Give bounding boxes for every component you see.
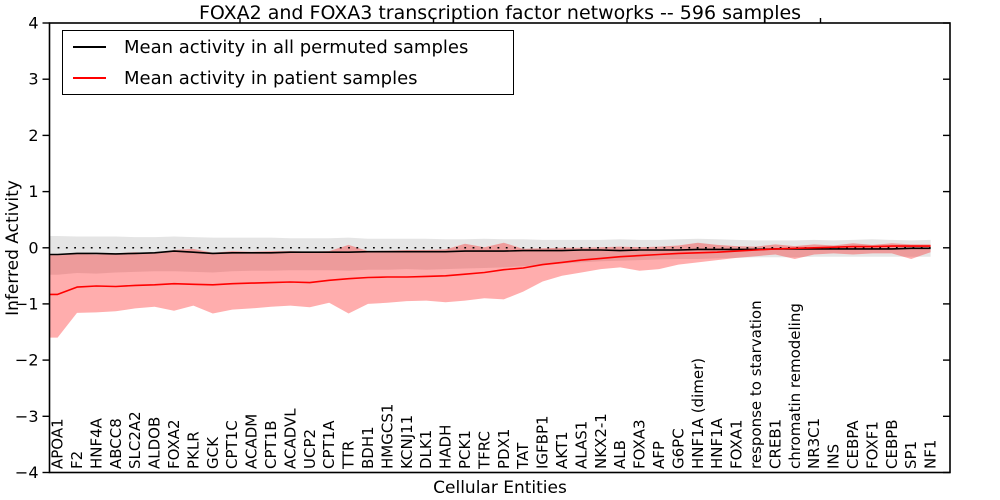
x-category-label: PCK1 <box>456 430 474 469</box>
x-category-label: SP1 <box>902 441 920 469</box>
patient-mean-line <box>49 245 931 296</box>
y-tick-label: 2 <box>28 126 38 145</box>
x-category-label: FOXA1 <box>728 419 746 469</box>
legend-item-permuted: Mean activity in all permuted samples <box>63 32 513 62</box>
x-category-label: TAT <box>514 442 532 470</box>
legend: Mean activity in all permuted samples Me… <box>62 30 514 95</box>
x-category-label: NR3C1 <box>805 418 823 469</box>
x-category-label: ABCC8 <box>107 418 125 469</box>
y-tick-label: 3 <box>28 70 38 89</box>
x-category-label: ALAS1 <box>572 421 590 469</box>
permuted-band <box>49 236 931 275</box>
x-category-label: FOXA2 <box>165 419 183 469</box>
x-category-label: response to starvation <box>747 300 765 469</box>
x-category-label: HMGCS1 <box>378 404 396 469</box>
x-category-label: G6PC <box>669 428 687 469</box>
x-category-label: ACADM <box>243 414 261 469</box>
x-category-label: AFP <box>650 441 668 469</box>
x-category-label: HNF1A (dimer) <box>689 358 707 469</box>
x-category-label: BDH1 <box>359 426 377 469</box>
y-tick-label: 4 <box>28 14 38 33</box>
y-tick-label: −4 <box>15 463 39 482</box>
x-category-label: CPT1B <box>262 420 280 469</box>
x-category-label: AKT1 <box>553 431 571 469</box>
x-category-label: TTR <box>340 441 358 470</box>
x-category-label: CEBPA <box>844 420 862 469</box>
legend-swatch-permuted-line <box>73 46 106 48</box>
patient-band <box>49 242 931 338</box>
y-tick-label: 0 <box>28 238 38 257</box>
legend-label-permuted: Mean activity in all permuted samples <box>124 36 469 58</box>
x-category-label: NKX2-1 <box>592 413 610 469</box>
x-category-label: FOXA3 <box>631 419 649 469</box>
x-category-label: IGFBP1 <box>534 415 552 469</box>
legend-label-patient: Mean activity in patient samples <box>124 67 418 89</box>
x-category-label: DLK1 <box>417 430 435 469</box>
x-category-label: F2 <box>68 451 86 469</box>
x-category-label: CREB1 <box>766 419 784 469</box>
x-category-label: KCNJ11 <box>398 415 416 469</box>
x-category-label: chromatin remodeling <box>786 303 804 469</box>
x-category-label: TFRC <box>475 431 493 470</box>
x-category-label: INS <box>825 444 843 469</box>
x-category-label: HNF4A <box>87 417 105 469</box>
x-category-label: CEBPB <box>883 419 901 469</box>
x-category-label: ALB <box>611 440 629 469</box>
x-axis-label: Cellular Entities <box>433 478 567 498</box>
x-category-label: CPT1A <box>320 420 338 469</box>
x-category-label: FOXF1 <box>863 421 881 469</box>
x-category-label: NF1 <box>922 440 940 469</box>
legend-item-patient: Mean activity in patient samples <box>63 63 513 93</box>
x-category-label: UCP2 <box>301 429 319 469</box>
x-category-label: PDX1 <box>495 429 513 469</box>
x-category-label: CPT1C <box>223 420 241 469</box>
x-category-label: HNF1A <box>708 417 726 469</box>
x-category-label: APOA1 <box>49 418 67 469</box>
y-tick-label: −3 <box>15 407 39 426</box>
chart-title: FOXA2 and FOXA3 transcription factor net… <box>198 2 802 24</box>
y-tick-label: −2 <box>15 351 39 370</box>
y-tick-label: 1 <box>28 182 38 201</box>
x-category-label: ALDOB <box>146 417 164 469</box>
x-category-label: SLC2A2 <box>126 411 144 469</box>
y-tick-label: −1 <box>15 294 39 313</box>
y-axis-label: Inferred Activity <box>3 180 23 316</box>
x-category-label: HADH <box>437 425 455 469</box>
x-category-label: GCK <box>204 436 222 469</box>
legend-swatch-patient-line <box>73 77 106 79</box>
x-category-label: PKLR <box>184 431 202 469</box>
x-category-label: ACADVL <box>281 408 299 469</box>
